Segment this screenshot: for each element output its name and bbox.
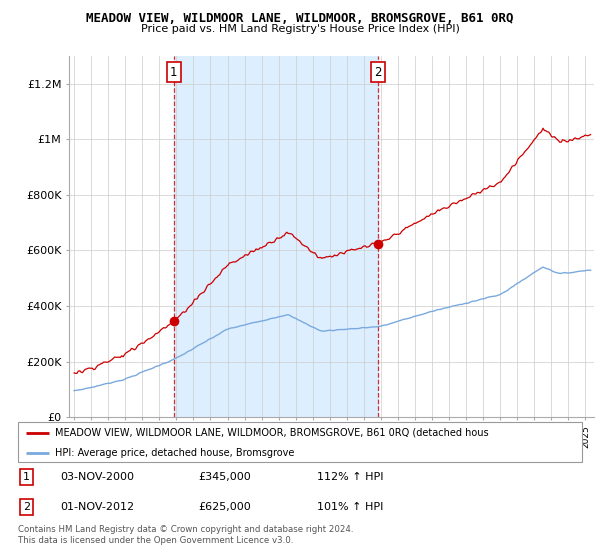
Text: 101% ↑ HPI: 101% ↑ HPI [317, 502, 383, 512]
FancyBboxPatch shape [18, 422, 582, 462]
Text: Contains HM Land Registry data © Crown copyright and database right 2024.
This d: Contains HM Land Registry data © Crown c… [18, 525, 353, 545]
Text: MEADOW VIEW, WILDMOOR LANE, WILDMOOR, BROMSGROVE, B61 0RQ (detached hous: MEADOW VIEW, WILDMOOR LANE, WILDMOOR, BR… [55, 428, 488, 437]
Bar [173, 56, 378, 417]
Text: 112% ↑ HPI: 112% ↑ HPI [317, 472, 383, 482]
Text: HPI: Average price, detached house, Bromsgrove: HPI: Average price, detached house, Brom… [55, 448, 294, 458]
Text: 01-NOV-2012: 01-NOV-2012 [60, 502, 134, 512]
Text: 1: 1 [170, 66, 178, 79]
Text: Price paid vs. HM Land Registry's House Price Index (HPI): Price paid vs. HM Land Registry's House … [140, 24, 460, 34]
Text: 1: 1 [23, 472, 30, 482]
Text: 2: 2 [374, 66, 382, 79]
Text: MEADOW VIEW, WILDMOOR LANE, WILDMOOR, BROMSGROVE, B61 0RQ: MEADOW VIEW, WILDMOOR LANE, WILDMOOR, BR… [86, 12, 514, 25]
Text: 03-NOV-2000: 03-NOV-2000 [60, 472, 134, 482]
Text: £345,000: £345,000 [199, 472, 251, 482]
Text: £625,000: £625,000 [199, 502, 251, 512]
Text: 2: 2 [23, 502, 30, 512]
